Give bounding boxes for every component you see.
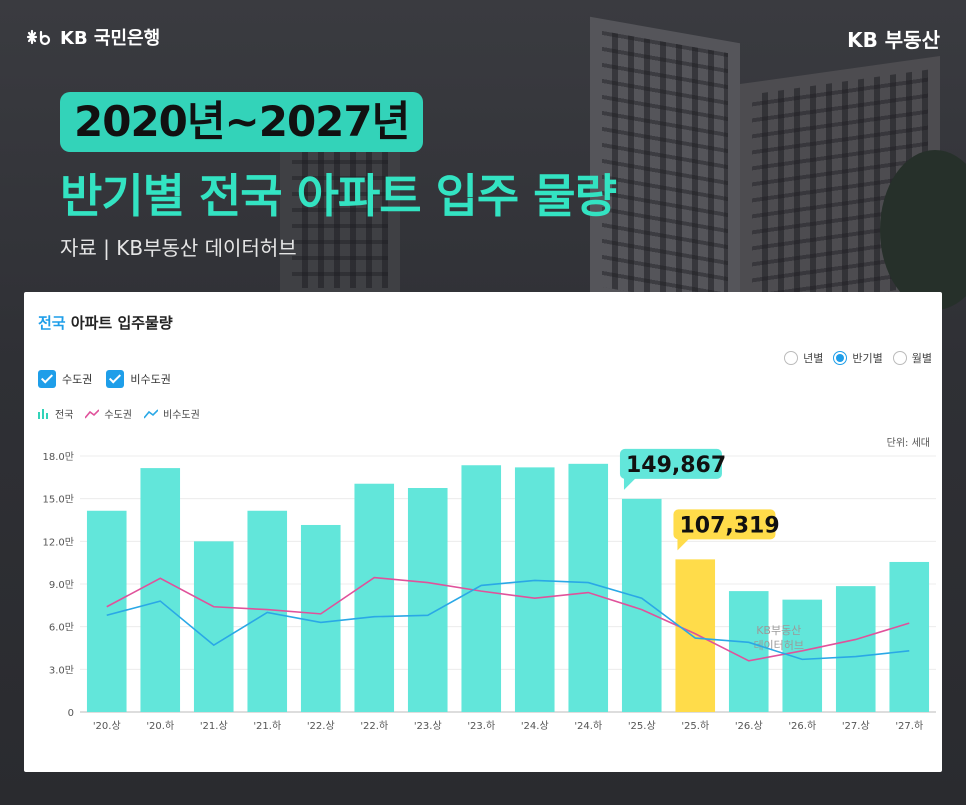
checkbox-checked-icon bbox=[106, 370, 125, 388]
nonmetro-line bbox=[106, 579, 910, 661]
line-icon bbox=[85, 408, 100, 419]
bar bbox=[193, 541, 234, 712]
x-tick-label: '24.하 bbox=[574, 719, 602, 732]
radio-label: 월별 bbox=[911, 352, 932, 365]
x-tick-label: '26.하 bbox=[788, 719, 816, 732]
kb-bank-name: KB 국민은행 bbox=[60, 28, 161, 49]
callout-value: 107,319 bbox=[679, 513, 779, 538]
watermark-text: KB부동산 bbox=[756, 624, 801, 637]
x-tick-label: '25.상 bbox=[628, 720, 656, 732]
watermark-text: 데이터허브 bbox=[753, 639, 804, 652]
card-title-rest: 아파트 입주물량 bbox=[65, 314, 173, 332]
chart-card: 전국 아파트 입주물량 년별 반기별 월별 수도권 비수도권 전국 수도권 비수… bbox=[24, 292, 942, 772]
radio-yearly[interactable]: 년별 bbox=[784, 350, 823, 366]
bar bbox=[835, 586, 876, 712]
callout-pointer bbox=[623, 477, 636, 490]
background-tree bbox=[880, 150, 966, 310]
x-tick-label: '20.하 bbox=[146, 719, 174, 732]
bar bbox=[300, 524, 341, 712]
bar bbox=[889, 561, 930, 712]
radio-label: 년별 bbox=[803, 352, 824, 365]
callout-box bbox=[619, 448, 722, 479]
checkbox-label: 수도권 bbox=[62, 373, 93, 386]
kb-star-icon bbox=[24, 26, 54, 48]
bar bbox=[514, 467, 555, 712]
legend-item-metro[interactable]: 수도권 bbox=[85, 406, 132, 421]
unit-label: 단위: 세대 bbox=[886, 438, 930, 449]
x-tick-label: '22.상 bbox=[307, 720, 335, 732]
bar bbox=[407, 488, 448, 712]
x-tick-label: '20.상 bbox=[93, 720, 121, 732]
bar bbox=[728, 591, 769, 712]
y-tick-label: 6.0만 bbox=[49, 622, 74, 634]
x-tick-label: '22.하 bbox=[360, 719, 388, 732]
callout-box bbox=[673, 509, 776, 540]
radio-dot-icon bbox=[784, 351, 799, 365]
bar-icon bbox=[38, 408, 48, 419]
y-tick-label: 18.0만 bbox=[43, 451, 74, 463]
x-tick-label: '23.하 bbox=[467, 719, 495, 732]
card-title-highlight: 전국 bbox=[38, 314, 66, 332]
card-title: 전국 아파트 입주물량 bbox=[38, 312, 173, 333]
y-tick-label: 9.0만 bbox=[49, 579, 74, 591]
bar bbox=[354, 483, 395, 712]
legend-item-national[interactable]: 전국 bbox=[38, 406, 73, 421]
bar bbox=[675, 559, 716, 712]
metro-line bbox=[106, 576, 910, 662]
kb-bank-logo: KB 국민은행 bbox=[24, 24, 160, 50]
line-icon bbox=[144, 408, 159, 419]
legend-label: 수도권 bbox=[104, 410, 133, 421]
x-tick-label: '24.상 bbox=[521, 720, 549, 732]
x-tick-label: '21.하 bbox=[253, 719, 281, 732]
checkbox-label: 비수도권 bbox=[130, 373, 171, 386]
x-tick-label: '25.하 bbox=[681, 719, 709, 732]
radio-dot-icon bbox=[833, 351, 848, 365]
radio-label: 반기별 bbox=[852, 352, 883, 365]
radio-monthly[interactable]: 월별 bbox=[892, 350, 932, 366]
callout-value: 149,867 bbox=[626, 453, 726, 478]
y-tick-label: 12.0만 bbox=[43, 536, 74, 548]
checkbox-checked-icon bbox=[38, 370, 56, 388]
x-tick-label: '27.하 bbox=[895, 719, 923, 732]
x-tick-label: '27.상 bbox=[842, 720, 870, 732]
bar bbox=[140, 468, 181, 712]
bar bbox=[568, 463, 609, 712]
x-tick-label: '26.상 bbox=[735, 720, 763, 732]
source-text: 자료 | KB부동산 데이터허브 bbox=[60, 236, 297, 260]
legend-item-nonmetro[interactable]: 비수도권 bbox=[144, 406, 200, 421]
y-tick-label: 15.0만 bbox=[43, 494, 74, 506]
region-checkbox-group: 수도권 비수도권 bbox=[38, 370, 171, 388]
radio-half-yearly[interactable]: 반기별 bbox=[833, 350, 883, 366]
chart-legend: 전국 수도권 비수도권 bbox=[38, 406, 200, 421]
legend-label: 비수도권 bbox=[163, 410, 200, 421]
x-tick-label: '23.상 bbox=[414, 720, 442, 732]
kb-realestate-logo: KB 부동산 bbox=[847, 28, 940, 52]
y-tick-label: 3.0만 bbox=[49, 664, 74, 676]
radio-dot-icon bbox=[892, 351, 907, 365]
checkbox-nonmetro[interactable]: 비수도권 bbox=[106, 370, 171, 388]
checkbox-metro[interactable]: 수도권 bbox=[38, 370, 92, 388]
bar bbox=[782, 599, 823, 712]
title-main: 반기별 전국 아파트 입주 물량 bbox=[60, 169, 617, 223]
period-radio-group: 년별 반기별 월별 bbox=[784, 350, 932, 366]
x-tick-label: '21.상 bbox=[200, 720, 228, 732]
title-period: 2020년~2027년 bbox=[60, 92, 424, 152]
callout-pointer bbox=[677, 538, 690, 551]
y-tick-label: 0 bbox=[68, 708, 74, 719]
legend-label: 전국 bbox=[55, 410, 74, 421]
